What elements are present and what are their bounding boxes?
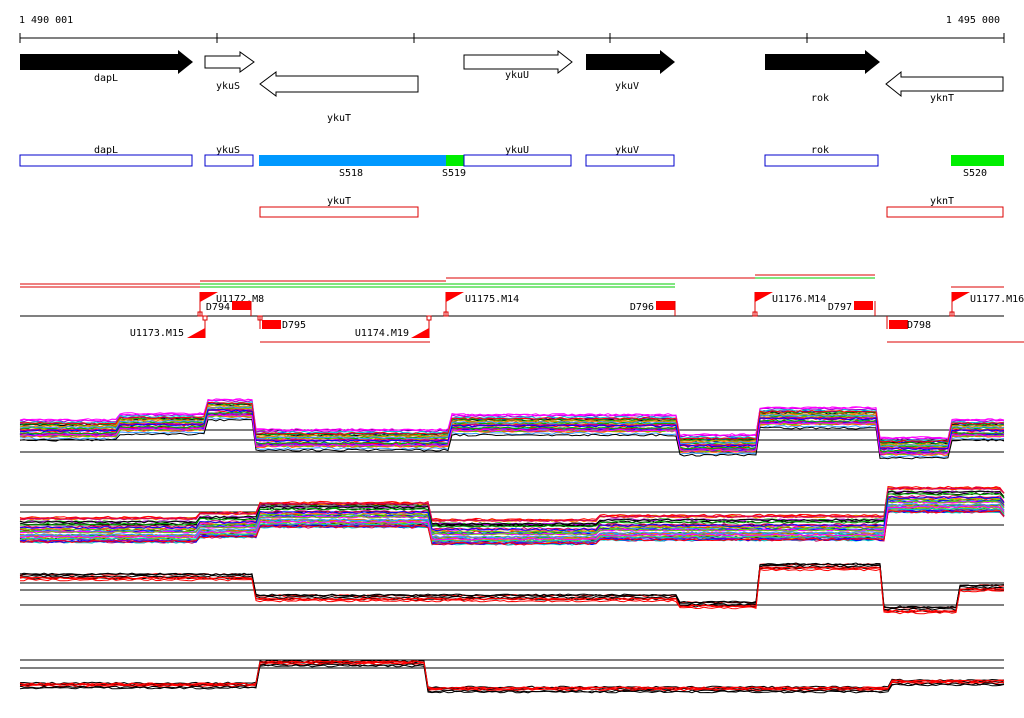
transcript-track: ykuT yknT [259, 196, 1004, 218]
gene-track: dapL ykuS ykuT ykuU ykuV rok yknT [20, 49, 1004, 124]
cds-box-dapL[interactable]: dapL [19, 145, 193, 167]
svg-text:U1176.M14: U1176.M14 [772, 294, 826, 305]
gene-ykuT[interactable]: ykuT [259, 71, 419, 124]
cds-box-ykuV[interactable]: ykuV [585, 145, 675, 167]
svg-text:U1172.M8: U1172.M8 [216, 294, 264, 305]
ruler-end-label: 1 495 000 [946, 15, 1000, 26]
svg-text:ykuT: ykuT [327, 113, 351, 124]
svg-text:ykuS: ykuS [216, 81, 240, 92]
expression-panel-2 [19, 485, 1005, 546]
upshift-U1172.M8[interactable]: U1172.M8 [197, 292, 264, 317]
upshift-U1173.M15[interactable]: U1173.M15 [130, 315, 208, 339]
svg-text:rok: rok [811, 145, 829, 156]
transcript-yknT[interactable]: yknT [886, 196, 1004, 218]
gene-dapL[interactable]: dapL [20, 50, 193, 84]
expression-panels [19, 398, 1005, 694]
downshift-D796[interactable]: D796 [630, 301, 676, 316]
svg-text:D795: D795 [282, 320, 306, 331]
ruler-start-label: 1 490 001 [19, 15, 73, 26]
svg-text:ykuU: ykuU [505, 70, 529, 81]
gene-ykuU[interactable]: ykuU [463, 49, 573, 81]
downshift-D797[interactable]: D797 [828, 301, 876, 316]
downshift-D798[interactable]: D798 [886, 316, 931, 331]
svg-text:S519: S519 [442, 168, 466, 179]
svg-text:U1175.M14: U1175.M14 [465, 294, 519, 305]
cds-box-rok[interactable]: rok [764, 145, 879, 167]
svg-text:D798: D798 [907, 320, 931, 331]
segment-S518[interactable]: S518 [259, 155, 446, 179]
gene-ykuS[interactable]: ykuS [204, 51, 255, 92]
gene-rok[interactable]: rok [765, 50, 880, 104]
expression-panel-4 [19, 659, 1005, 694]
transcript-ykuT[interactable]: ykuT [259, 196, 419, 218]
svg-text:ykuV: ykuV [615, 145, 639, 156]
svg-text:U1173.M15: U1173.M15 [130, 328, 184, 339]
svg-text:ykuV: ykuV [615, 81, 639, 92]
svg-text:U1177.M16: U1177.M16 [970, 294, 1024, 305]
svg-text:D796: D796 [630, 302, 654, 313]
svg-text:S520: S520 [963, 168, 987, 179]
gene-yknT[interactable]: yknT [885, 70, 1004, 104]
svg-text:ykuT: ykuT [327, 196, 351, 207]
upshift-U1176.M14[interactable]: U1176.M14 [752, 292, 826, 317]
coordinate-ruler: 1 490 001 1 495 000 [19, 15, 1005, 43]
svg-text:dapL: dapL [94, 145, 118, 156]
downshift-D795[interactable]: D795 [257, 315, 306, 331]
svg-text:D794: D794 [206, 302, 230, 313]
cds-box-ykuS[interactable]: ykuS [204, 145, 254, 167]
svg-text:rok: rok [811, 93, 829, 104]
svg-text:yknT: yknT [930, 196, 954, 207]
upshift-U1174.M19[interactable]: U1174.M19 [355, 315, 432, 339]
downshift-D794[interactable]: D794 [206, 301, 252, 316]
upshift-U1175.M14[interactable]: U1175.M14 [443, 292, 519, 317]
cds-box-ykuU[interactable]: ykuU [463, 145, 572, 167]
svg-text:ykuS: ykuS [216, 145, 240, 156]
svg-text:U1174.M19: U1174.M19 [355, 328, 409, 339]
segment-S520[interactable]: S520 [951, 155, 1004, 179]
annotation-track: dapL ykuS S518 S519 ykuU ykuV rok [19, 145, 1004, 179]
svg-text:D797: D797 [828, 302, 852, 313]
svg-text:S518: S518 [339, 168, 363, 179]
svg-text:dapL: dapL [94, 73, 118, 84]
shift-track: U1172.M8 U1173.M15 U1174.M19 U1175.M14 U… [20, 274, 1024, 343]
expression-panel-1 [19, 398, 1005, 460]
svg-text:yknT: yknT [930, 93, 954, 104]
segment-S519[interactable]: S519 [442, 155, 466, 179]
expression-panel-3 [19, 562, 1005, 615]
gene-ykuV[interactable]: ykuV [586, 50, 675, 92]
svg-text:ykuU: ykuU [505, 145, 529, 156]
upshift-U1177.M16[interactable]: U1177.M16 [949, 292, 1024, 317]
